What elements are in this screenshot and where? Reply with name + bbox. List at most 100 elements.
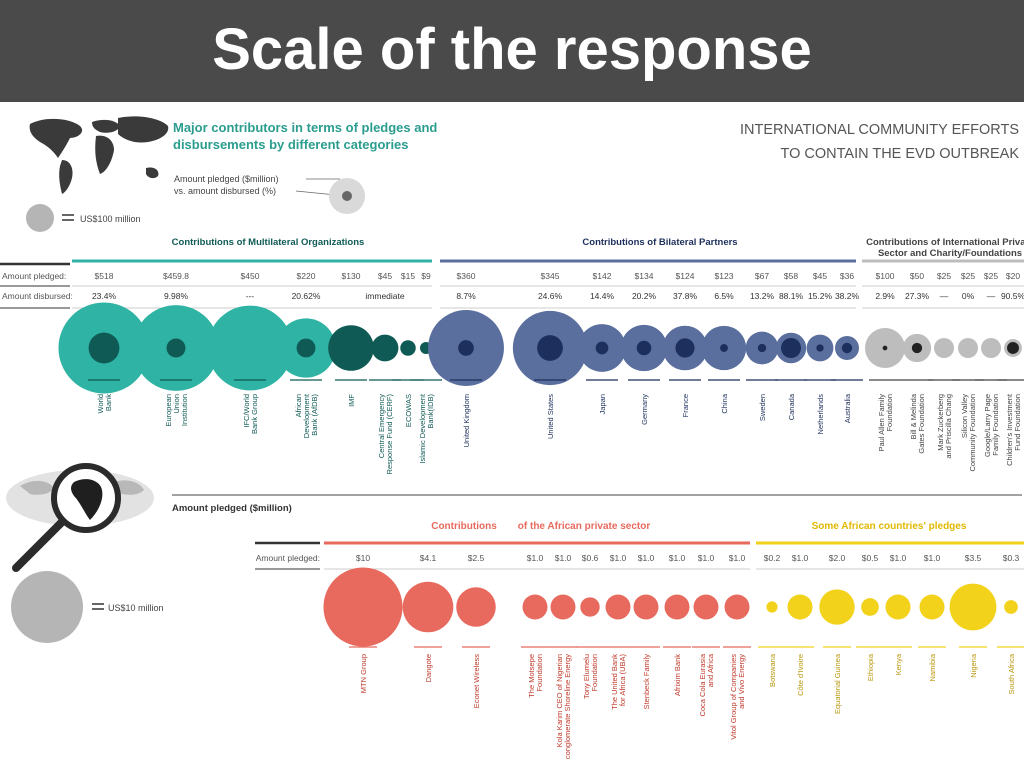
african-countries-bubble — [787, 594, 813, 620]
multilateral-disbursed-value: 20.62% — [292, 291, 321, 301]
african-private-pledged-value: $2.5 — [468, 553, 485, 563]
bilateral-disbursed-value: 24.6% — [538, 291, 563, 301]
african-private-category-label: Econet Wireless — [472, 654, 481, 708]
african-private-bubble — [580, 597, 600, 617]
african-private-bubble — [323, 567, 403, 647]
multilateral-disbursed-value: --- — [246, 291, 255, 301]
multilateral-pledged-value: $518 — [95, 271, 114, 281]
multilateral-category-label: World — [96, 394, 105, 413]
african-countries-category-label: Ethiopia — [866, 653, 875, 681]
slide-title: Scale of the response — [212, 17, 812, 82]
multilateral-disbursed-value: immediate — [365, 291, 404, 301]
private-pledged-value: $25 — [984, 271, 998, 281]
african-private-category-label: The Motsepe — [527, 654, 536, 698]
multilateral-disbursed-value: 9.98% — [164, 291, 189, 301]
private-category-label: Paul Allen Family — [877, 394, 886, 452]
bilateral-pledged-value: $345 — [541, 271, 560, 281]
african-private-bubble — [724, 594, 750, 620]
african-countries-bubble — [1004, 600, 1018, 614]
multilateral-title: Contributions of Multilateral Organizati… — [172, 237, 365, 248]
private-disbursed-value: 27.3% — [905, 291, 930, 301]
african-private-pledged-value: $0.6 — [582, 553, 599, 563]
legend-bubble-inner — [342, 191, 352, 201]
multilateral-category-label: Development — [302, 393, 311, 438]
bilateral-category-label: United Kingdom — [462, 394, 471, 447]
african-private-pledged-value: $1.0 — [555, 553, 572, 563]
african-countries-title: Some African countries' pledges — [812, 521, 967, 532]
african-private-pledged-value: $1.0 — [638, 553, 655, 563]
african-private-pledged-value: $1.0 — [669, 553, 686, 563]
african-countries-bubble — [766, 601, 778, 613]
multilateral-category-label: ECOWAS — [404, 394, 413, 427]
african-countries-category-label: Namibia — [928, 653, 937, 681]
bilateral-disbursed-dot — [780, 337, 802, 359]
title-bar — [0, 0, 1024, 102]
african-private-bubble — [550, 594, 576, 620]
bilateral-pledged-value: $123 — [715, 271, 734, 281]
bilateral-disbursed-value: 37.8% — [673, 291, 698, 301]
african-private-category-label: Foundation — [535, 654, 544, 692]
multilateral-disbursed-dot — [296, 338, 316, 358]
multilateral-pledged-value: $220 — [297, 271, 316, 281]
african-private-bubble — [605, 594, 631, 620]
bilateral-disbursed-dot — [675, 338, 695, 358]
bilateral-disbursed-dot — [816, 344, 824, 352]
world-map-icon — [29, 116, 169, 194]
scale-label-100m: US$100 million — [80, 214, 141, 224]
private-pledged-value: $20 — [1006, 271, 1020, 281]
multilateral-disbursed-dot — [88, 332, 120, 364]
multilateral-category-label: IMF — [347, 394, 356, 407]
african-private-pledged-value: $10 — [356, 553, 370, 563]
private-category-label: Family Foundation — [991, 394, 1000, 456]
scale-label-10m: US$10 million — [108, 603, 164, 613]
african-countries-bubble — [819, 589, 855, 625]
african-private-category-label: The United Bank — [610, 654, 619, 710]
multilateral-pledged-value: $130 — [342, 271, 361, 281]
private-disbursed-value: 2.9% — [875, 291, 895, 301]
private-title: Contributions of International Private — [866, 237, 1024, 248]
african-countries-pledged-value: $0.5 — [862, 553, 879, 563]
bilateral-disbursed-value: 88.1% — [779, 291, 804, 301]
bilateral-title: Contributions of Bilateral Partners — [582, 237, 737, 248]
african-countries-pledged-value: $1.0 — [792, 553, 809, 563]
infographic-subtitle: disbursements by different categories — [173, 137, 409, 152]
private-category-label: Community Foundation — [968, 394, 977, 472]
infographic-header: INTERNATIONAL COMMUNITY EFFORTS — [740, 122, 1019, 138]
bilateral-pledged-value: $124 — [676, 271, 695, 281]
bilateral-disbursed-dot — [595, 341, 609, 355]
bottom-row-label-pledged: Amount pledged: — [256, 553, 320, 563]
private-category-label: Gates Foundation — [917, 394, 926, 454]
multilateral-disbursed-value: 23.4% — [92, 291, 117, 301]
bilateral-disbursed-value: 13.2% — [750, 291, 775, 301]
bilateral-disbursed-value: 8.7% — [456, 291, 476, 301]
bilateral-pledged-value: $67 — [755, 271, 769, 281]
infographic-subtitle: Major contributors in terms of pledges a… — [173, 120, 437, 135]
bilateral-pledged-value: $45 — [813, 271, 827, 281]
multilateral-category-label: IFC/World — [242, 394, 251, 428]
african-countries-pledged-value: $0.3 — [1003, 553, 1020, 563]
bilateral-category-label: Netherlands — [816, 394, 825, 435]
african-private-category-label: Vitol Group of Companies — [729, 654, 738, 740]
private-disbursed-value: 90.5% — [1001, 291, 1024, 301]
african-private-pledged-value: $1.0 — [729, 553, 746, 563]
multilateral-pledged-value: $459.8 — [163, 271, 189, 281]
african-countries-category-label: Kenya — [894, 653, 903, 675]
african-private-pledged-value: $1.0 — [527, 553, 544, 563]
african-countries-category-label: Nigeria — [969, 653, 978, 678]
private-title: Sector and Charity/Foundations — [878, 248, 1022, 259]
african-private-pledged-value: $4.1 — [420, 553, 437, 563]
bilateral-category-label: United States — [546, 394, 555, 439]
bilateral-category-label: Australia — [843, 393, 852, 423]
african-private-category-label: Foundation — [590, 654, 599, 692]
private-pledged-value: $50 — [910, 271, 924, 281]
private-pledged-value: $100 — [876, 271, 895, 281]
african-private-bubble — [633, 594, 659, 620]
bilateral-disbursed-dot — [458, 340, 474, 356]
african-private-category-label: Afrixim Bank — [673, 654, 682, 696]
african-countries-bubble — [861, 598, 879, 616]
multilateral-category-label: Union — [172, 394, 181, 414]
private-category-label: Bill & Melinda — [909, 393, 918, 439]
bilateral-pledged-value: $142 — [593, 271, 612, 281]
african-countries-pledged-value: $2.0 — [829, 553, 846, 563]
scale-bubble-10m — [11, 571, 83, 643]
